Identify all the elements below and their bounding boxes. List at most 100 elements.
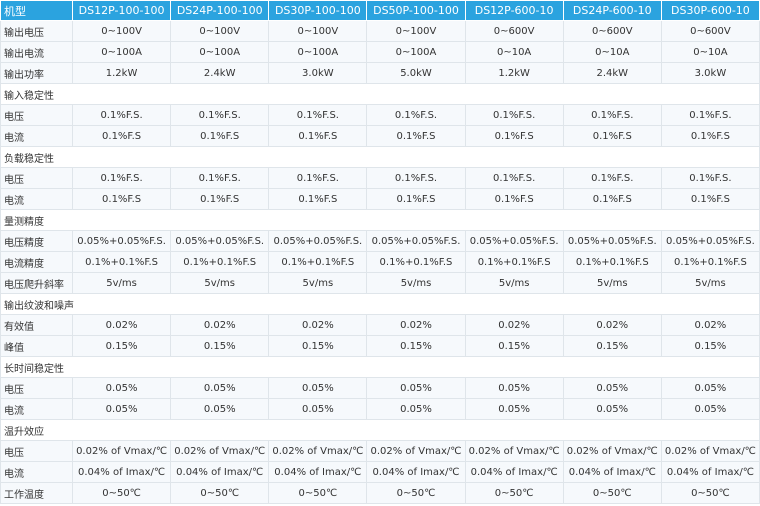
- header-row: 机型 DS12P-100-100 DS24P-100-100 DS30P-100-10…: [0, 0, 760, 21]
- spec-value: 0.04% of Imax/℃: [366, 461, 466, 483]
- spec-value: 1.2kW: [464, 62, 564, 84]
- spec-value: 0.04% of Imax/℃: [562, 461, 662, 483]
- spec-value: 1.2kW: [71, 62, 172, 84]
- spec-value: 0.1%F.S: [562, 188, 662, 210]
- spec-value: 0.02%: [660, 314, 760, 336]
- spec-value: 0.1%F.S: [170, 188, 270, 210]
- spec-value: 0.1%F.S: [170, 125, 270, 147]
- spec-value: 0.1%+0.1%F.S: [464, 251, 564, 273]
- spec-value: 0.02% of Vmax/℃: [660, 440, 760, 462]
- spec-value: 0.1%F.S.: [660, 104, 760, 126]
- spec-value: 0~50℃: [366, 482, 466, 504]
- spec-value: 0.04% of Imax/℃: [170, 461, 270, 483]
- header-label: 机型: [0, 0, 73, 21]
- spec-value: 0.02%: [170, 314, 270, 336]
- spec-value: 0.05%: [562, 377, 662, 399]
- section-row: 温升效应: [0, 419, 760, 441]
- spec-value: 0.15%: [464, 335, 564, 357]
- spec-row: 电压 0.1%F.S. 0.1%F.S. 0.1%F.S. 0.1%F.S. 0.1%F.…: [0, 167, 760, 189]
- spec-value: 0~100V: [71, 20, 172, 42]
- spec-value: 0.05%+0.05%F.S.: [268, 230, 368, 252]
- model-name: DS50P-100-100: [366, 0, 466, 21]
- row-label: 峰值: [0, 335, 73, 357]
- spec-value: 5v/ms: [464, 272, 564, 294]
- spec-value: 0.1%+0.1%F.S: [71, 251, 172, 273]
- row-label: 电流: [0, 398, 73, 420]
- section-title: 输出纹波和噪声: [0, 293, 760, 315]
- spec-value: 0.1%+0.1%F.S: [268, 251, 368, 273]
- spec-value: 5.0kW: [366, 62, 466, 84]
- spec-value: 0.15%: [366, 335, 466, 357]
- spec-value: 0.05%: [366, 398, 466, 420]
- spec-row: 工作温度 0~50℃ 0~50℃ 0~50℃ 0~50℃ 0~50℃ 0~50℃ 0~50℃: [0, 482, 760, 504]
- spec-value: 0.15%: [562, 335, 662, 357]
- spec-value: 0.1%F.S.: [170, 104, 270, 126]
- row-label: 电压: [0, 377, 73, 399]
- spec-value: 0.02%: [562, 314, 662, 336]
- spec-value: 0.15%: [660, 335, 760, 357]
- spec-row: 输出电流 0~100A 0~100A 0~100A 0~100A 0~10A 0~10A 0~…: [0, 41, 760, 63]
- spec-value: 0.1%+0.1%F.S: [660, 251, 760, 273]
- section-row: 输出纹波和噪声: [0, 293, 760, 315]
- spec-value: 0.05%: [660, 377, 760, 399]
- spec-value: 0.1%F.S.: [268, 104, 368, 126]
- spec-value: 0~50℃: [170, 482, 270, 504]
- spec-value: 0.1%F.S: [366, 188, 466, 210]
- spec-value: 0.04% of Imax/℃: [464, 461, 564, 483]
- spec-value: 5v/ms: [366, 272, 466, 294]
- section-title: 负载稳定性: [0, 146, 760, 168]
- spec-value: 5v/ms: [170, 272, 270, 294]
- spec-value: 0.05%: [71, 398, 172, 420]
- spec-value: 0.05%+0.05%F.S.: [660, 230, 760, 252]
- spec-row: 输出功率 1.2kW 2.4kW 3.0kW 5.0kW 1.2kW 2.4kW 3.0kW: [0, 62, 760, 84]
- spec-value: 0.1%F.S: [464, 125, 564, 147]
- spec-value: 0~100A: [71, 41, 172, 63]
- spec-row: 有效值 0.02% 0.02% 0.02% 0.02% 0.02% 0.02% 0.02%: [0, 314, 760, 336]
- spec-value: 0.1%F.S: [268, 125, 368, 147]
- spec-value: 0.05%: [366, 377, 466, 399]
- spec-row: 电压精度 0.05%+0.05%F.S. 0.05%+0.05%F.S. 0.05%+…: [0, 230, 760, 252]
- row-label: 输出电压: [0, 20, 73, 42]
- spec-value: 0.05%+0.05%F.S.: [170, 230, 270, 252]
- spec-value: 0~100A: [268, 41, 368, 63]
- spec-row: 峰值 0.15% 0.15% 0.15% 0.15% 0.15% 0.15% 0.15%: [0, 335, 760, 357]
- spec-value: 0.1%F.S: [268, 188, 368, 210]
- spec-value: 0.1%F.S.: [660, 167, 760, 189]
- section-row: 量测精度: [0, 209, 760, 231]
- spec-value: 0.05%: [71, 377, 172, 399]
- spec-value: 0~100V: [170, 20, 270, 42]
- row-label: 电流: [0, 125, 73, 147]
- row-label: 电流: [0, 188, 73, 210]
- section-row: 负载稳定性: [0, 146, 760, 168]
- spec-value: 5v/ms: [268, 272, 368, 294]
- model-name: DS24P-100-100: [170, 0, 270, 21]
- section-row: 长时间稳定性: [0, 356, 760, 378]
- spec-value: 5v/ms: [562, 272, 662, 294]
- spec-value: 0.05%: [464, 377, 564, 399]
- spec-value: 0.1%F.S.: [464, 104, 564, 126]
- spec-value: 0.02%: [366, 314, 466, 336]
- spec-value: 0~10A: [464, 41, 564, 63]
- spec-value: 0~600V: [464, 20, 564, 42]
- spec-value: 0~50℃: [464, 482, 564, 504]
- spec-value: 0.1%F.S.: [562, 104, 662, 126]
- spec-value: 0.04% of Imax/℃: [71, 461, 172, 483]
- spec-value: 0.1%F.S.: [170, 167, 270, 189]
- spec-value: 0.15%: [71, 335, 172, 357]
- spec-value: 0.1%F.S: [366, 125, 466, 147]
- spec-row: 电压 0.05% 0.05% 0.05% 0.05% 0.05% 0.05% 0.05%: [0, 377, 760, 399]
- spec-value: 0.1%F.S.: [366, 104, 466, 126]
- spec-value: 0.05%: [660, 398, 760, 420]
- section-title: 输入稳定性: [0, 83, 760, 105]
- model-name: DS30P-100-100: [268, 0, 368, 21]
- spec-value: 3.0kW: [660, 62, 760, 84]
- spec-value: 0~50℃: [268, 482, 368, 504]
- row-label: 电流精度: [0, 251, 73, 273]
- row-label: 输出功率: [0, 62, 73, 84]
- row-label: 电压精度: [0, 230, 73, 252]
- model-name: DS30P-600-10: [660, 0, 760, 21]
- spec-value: 0.04% of Imax/℃: [660, 461, 760, 483]
- spec-value: 0~600V: [660, 20, 760, 42]
- spec-value: 0~600V: [562, 20, 662, 42]
